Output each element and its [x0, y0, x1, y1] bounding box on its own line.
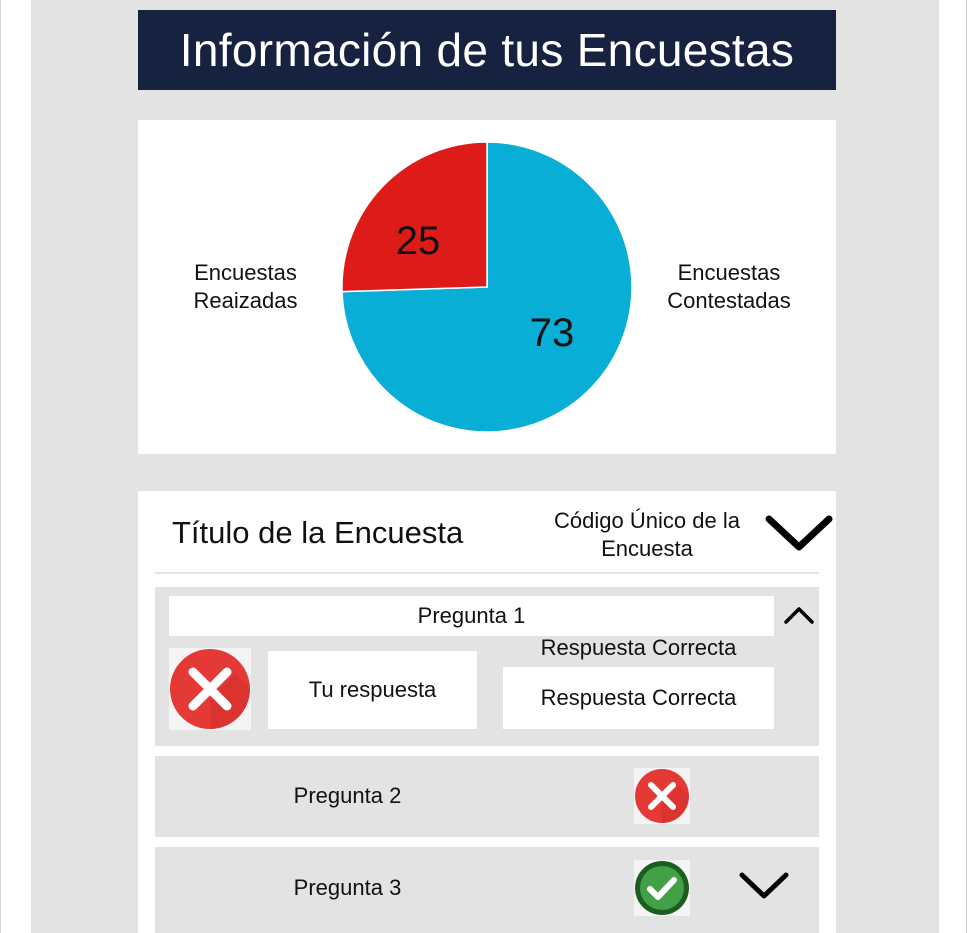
status-icon-box [169, 648, 251, 730]
status-icon-box [634, 860, 690, 916]
chevron-down-icon[interactable] [738, 869, 790, 901]
survey-stats-chart-card: 25 73 Encuestas Reaizadas Encuestas Cont… [138, 120, 836, 454]
page-title: Información de tus Encuestas [138, 10, 836, 90]
chevron-up-icon[interactable] [783, 605, 815, 625]
survey-title: Título de la Encuesta [172, 515, 464, 550]
x-circle-icon [170, 649, 250, 729]
survey-card: Título de la Encuesta Código Único de la… [138, 491, 836, 933]
legend-contestadas-line1: Encuestas [677, 260, 781, 285]
question-title[interactable]: Pregunta 1 [169, 596, 774, 636]
survey-code-line2: Encuesta [601, 536, 693, 561]
legend-realizadas: Encuestas Reaizadas [178, 259, 313, 315]
legend-contestadas-line2: Contestadas [667, 288, 791, 313]
survey-code-line1: Código Único de la [554, 508, 740, 533]
pie-data-label-contestadas: 73 [530, 311, 575, 355]
question-item-3[interactable]: Pregunta 3 [155, 847, 819, 933]
correct-answer-label: Respuesta Correcta [540, 635, 737, 660]
legend-realizadas-line2: Reaizadas [193, 288, 298, 313]
divider [155, 572, 819, 574]
your-answer: Tu respuesta [268, 651, 477, 729]
pie-chart: 25 73 [341, 141, 633, 433]
pie-slice-realizadas [341, 141, 488, 293]
survey-code: Código Único de la Encuesta [542, 507, 752, 563]
question-label: Pregunta 2 [293, 783, 402, 808]
x-circle-icon [635, 769, 689, 823]
check-circle-icon [635, 861, 689, 915]
correct-answer: Respuesta Correcta [503, 667, 774, 729]
chevron-down-icon[interactable] [763, 511, 835, 555]
pie-data-label-realizadas: 25 [396, 219, 441, 263]
status-icon-box [634, 768, 690, 824]
question-item-1: Pregunta 1 Tu respuesta Respuesta Correc… [155, 587, 819, 746]
question-item-2[interactable]: Pregunta 2 [155, 756, 819, 837]
legend-realizadas-line1: Encuestas [194, 260, 297, 285]
question-label: Pregunta 3 [293, 875, 402, 900]
legend-contestadas: Encuestas Contestadas [650, 259, 808, 315]
